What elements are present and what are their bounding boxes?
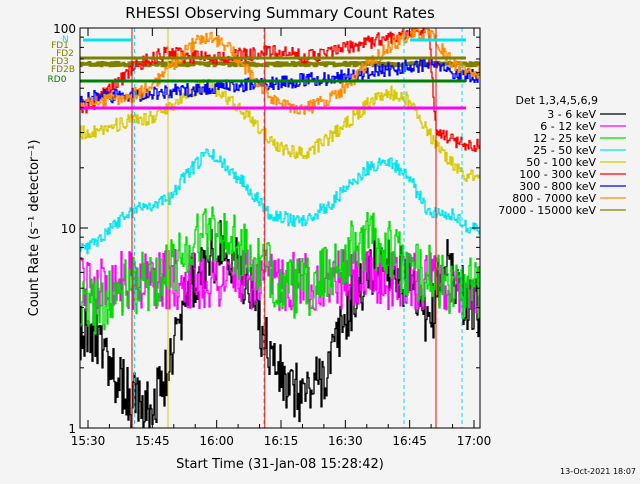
flag-label-n: N bbox=[62, 35, 69, 45]
y-tick-label-2: 100 bbox=[53, 22, 76, 36]
legend-label-5: 100 - 300 keV bbox=[519, 168, 596, 181]
chart-title: RHESSI Observing Summary Count Rates bbox=[125, 4, 435, 22]
y-tick-label-0: 1 bbox=[68, 422, 76, 436]
series-line-3 bbox=[80, 148, 480, 255]
series-line-2 bbox=[80, 206, 480, 335]
flag-label-fd1: FD1 bbox=[51, 41, 69, 51]
x-tick-label-0: 15:30 bbox=[71, 434, 106, 448]
flag-label-fd2: FD2 bbox=[56, 49, 74, 59]
series-layer bbox=[80, 28, 480, 428]
flag-label-rd0: RD0 bbox=[48, 75, 67, 85]
series-line-4 bbox=[80, 78, 480, 183]
legend-label-7: 800 - 7000 keV bbox=[512, 192, 596, 205]
series-line-0 bbox=[80, 220, 480, 428]
legend-label-2: 12 - 25 keV bbox=[533, 132, 596, 145]
x-axis-label: Start Time (31-Jan-08 15:28:42) bbox=[176, 457, 384, 472]
series-line-8 bbox=[80, 60, 480, 68]
series-line-7 bbox=[80, 28, 480, 115]
legend-label-1: 6 - 12 keV bbox=[540, 120, 596, 133]
legend-label-0: 3 - 6 keV bbox=[547, 108, 596, 121]
flag-label-fd3: FD3 bbox=[51, 57, 69, 67]
y-tick-label-1: 10 bbox=[61, 222, 76, 236]
y-axis-label: Count Rate (s⁻¹ detector⁻¹) bbox=[27, 140, 42, 317]
series-7 bbox=[80, 28, 480, 115]
x-tick-label-6: 17:00 bbox=[457, 434, 492, 448]
x-tick-label-4: 16:30 bbox=[328, 434, 363, 448]
series-8 bbox=[80, 60, 480, 68]
legend-label-8: 7000 - 15000 keV bbox=[498, 204, 596, 217]
series-0 bbox=[80, 220, 480, 428]
footer-timestamp: 13-Oct-2021 18:07 bbox=[560, 467, 636, 476]
axis-layer: 15:30 15:45 16:00 16:15 16:30 16:45 17:00 1 10 10… bbox=[53, 22, 491, 448]
x-tick-label-2: 16:00 bbox=[199, 434, 234, 448]
series-3 bbox=[80, 148, 480, 255]
series-2 bbox=[80, 206, 480, 335]
x-tick-label-3: 16:15 bbox=[264, 434, 299, 448]
legend-title: Det 1,3,4,5,6,9 bbox=[515, 94, 598, 107]
legend-label-4: 50 - 100 keV bbox=[526, 156, 596, 169]
legend-label-6: 300 - 800 keV bbox=[519, 180, 596, 193]
flag-label-fd2b: FD2B bbox=[51, 65, 75, 75]
x-tick-label-1: 15:45 bbox=[135, 434, 170, 448]
series-4 bbox=[80, 78, 480, 183]
legend-label-3: 25 - 50 keV bbox=[533, 144, 596, 157]
x-tick-label-5: 16:45 bbox=[392, 434, 427, 448]
